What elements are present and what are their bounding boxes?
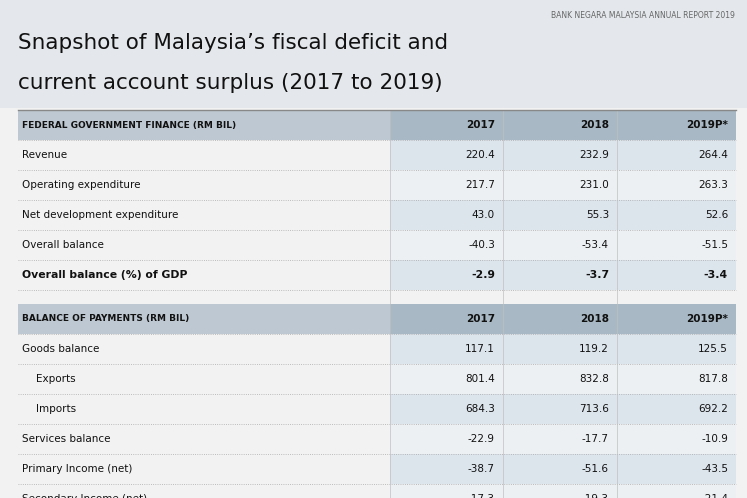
Bar <box>390 260 736 290</box>
Bar <box>18 484 390 498</box>
Text: 52.6: 52.6 <box>704 210 728 220</box>
Text: -38.7: -38.7 <box>468 464 495 474</box>
Text: -51.5: -51.5 <box>701 240 728 250</box>
Bar <box>18 334 390 364</box>
Text: -43.5: -43.5 <box>701 464 728 474</box>
Text: Goods balance: Goods balance <box>22 344 99 354</box>
Text: -21.4: -21.4 <box>701 494 728 498</box>
Text: 2018: 2018 <box>580 314 609 324</box>
Bar <box>390 424 736 454</box>
Text: 2018: 2018 <box>580 120 609 130</box>
Text: 43.0: 43.0 <box>472 210 495 220</box>
Text: Secondary Income (net): Secondary Income (net) <box>22 494 147 498</box>
Bar <box>18 230 390 260</box>
Text: -51.6: -51.6 <box>582 464 609 474</box>
Bar <box>18 454 390 484</box>
Text: 232.9: 232.9 <box>579 150 609 160</box>
Text: 231.0: 231.0 <box>579 180 609 190</box>
Text: 119.2: 119.2 <box>579 344 609 354</box>
Bar <box>390 454 736 484</box>
Text: -17.7: -17.7 <box>582 434 609 444</box>
Bar <box>18 140 390 170</box>
Text: Net development expenditure: Net development expenditure <box>22 210 179 220</box>
Text: FEDERAL GOVERNMENT FINANCE (RM BIL): FEDERAL GOVERNMENT FINANCE (RM BIL) <box>22 121 236 129</box>
Bar <box>390 394 736 424</box>
Text: Primary Income (net): Primary Income (net) <box>22 464 132 474</box>
Bar <box>390 170 736 200</box>
Text: BANK NEGARA MALAYSIA ANNUAL REPORT 2019: BANK NEGARA MALAYSIA ANNUAL REPORT 2019 <box>551 11 735 20</box>
Text: 2017: 2017 <box>466 120 495 130</box>
Text: 217.7: 217.7 <box>465 180 495 190</box>
Bar <box>390 140 736 170</box>
Text: 684.3: 684.3 <box>465 404 495 414</box>
Text: 264.4: 264.4 <box>698 150 728 160</box>
Text: Overall balance: Overall balance <box>22 240 104 250</box>
Bar <box>0 0 747 108</box>
Text: -53.4: -53.4 <box>582 240 609 250</box>
Text: 2019P*: 2019P* <box>686 314 728 324</box>
Text: 125.5: 125.5 <box>698 344 728 354</box>
Bar <box>18 364 390 394</box>
Text: Snapshot of Malaysia’s fiscal deficit and: Snapshot of Malaysia’s fiscal deficit an… <box>18 33 448 53</box>
Bar <box>390 364 736 394</box>
Bar <box>390 200 736 230</box>
Text: Services balance: Services balance <box>22 434 111 444</box>
Bar <box>390 484 736 498</box>
Text: -40.3: -40.3 <box>468 240 495 250</box>
Bar <box>18 200 390 230</box>
Bar <box>18 170 390 200</box>
Text: Revenue: Revenue <box>22 150 67 160</box>
Text: Imports: Imports <box>36 404 76 414</box>
Bar <box>390 304 736 334</box>
Text: 2019P*: 2019P* <box>686 120 728 130</box>
Text: 263.3: 263.3 <box>698 180 728 190</box>
Text: 832.8: 832.8 <box>579 374 609 384</box>
Text: 817.8: 817.8 <box>698 374 728 384</box>
Bar <box>390 230 736 260</box>
Text: Overall balance (%) of GDP: Overall balance (%) of GDP <box>22 270 187 280</box>
Text: -10.9: -10.9 <box>701 434 728 444</box>
Bar <box>390 334 736 364</box>
Text: BALANCE OF PAYMENTS (RM BIL): BALANCE OF PAYMENTS (RM BIL) <box>22 315 189 324</box>
Text: -3.4: -3.4 <box>704 270 728 280</box>
Text: Exports: Exports <box>36 374 75 384</box>
Text: -19.3: -19.3 <box>582 494 609 498</box>
Bar <box>18 260 390 290</box>
Text: 692.2: 692.2 <box>698 404 728 414</box>
Bar <box>18 424 390 454</box>
Text: current account surplus (2017 to 2019): current account surplus (2017 to 2019) <box>18 73 443 93</box>
Text: Operating expenditure: Operating expenditure <box>22 180 140 190</box>
Text: -17.3: -17.3 <box>468 494 495 498</box>
Text: 55.3: 55.3 <box>586 210 609 220</box>
Bar <box>18 394 390 424</box>
Text: -3.7: -3.7 <box>585 270 609 280</box>
Text: 220.4: 220.4 <box>465 150 495 160</box>
Text: 117.1: 117.1 <box>465 344 495 354</box>
Text: 2017: 2017 <box>466 314 495 324</box>
Text: 713.6: 713.6 <box>579 404 609 414</box>
Text: -2.9: -2.9 <box>471 270 495 280</box>
Bar <box>390 110 736 140</box>
Bar <box>18 304 736 334</box>
Text: 801.4: 801.4 <box>465 374 495 384</box>
Bar <box>18 110 736 140</box>
Text: -22.9: -22.9 <box>468 434 495 444</box>
